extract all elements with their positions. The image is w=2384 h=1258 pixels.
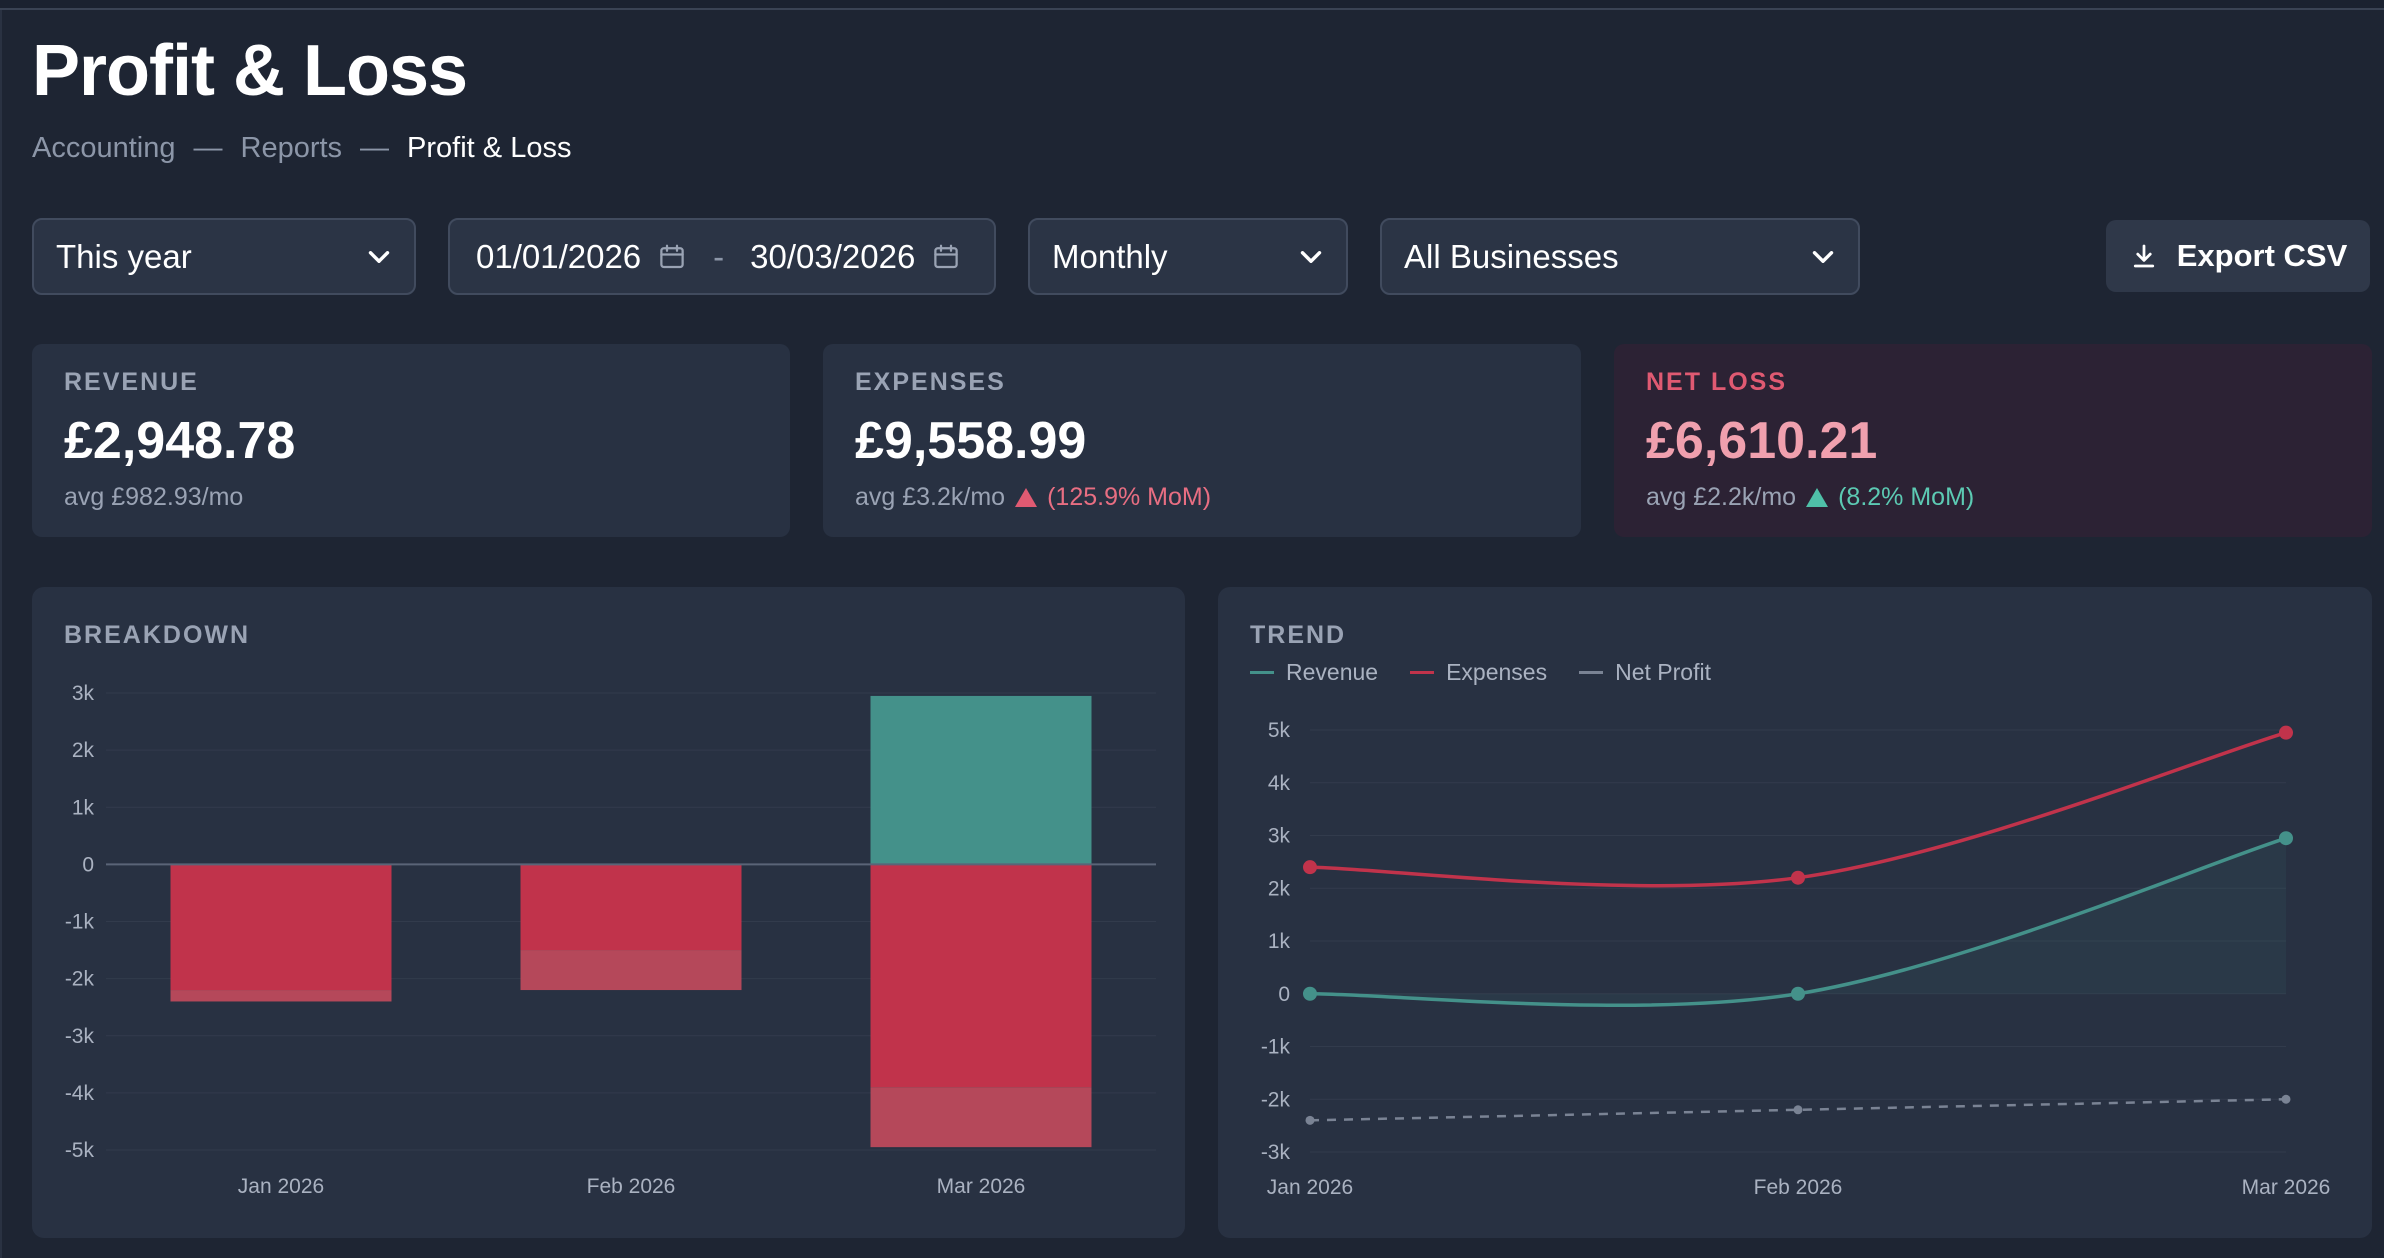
y-tick-label: -2k [1261, 1088, 1291, 1111]
y-tick-label: 3k [72, 682, 95, 705]
interval-select-value: Monthly [1052, 237, 1168, 275]
window-top-border [0, 0, 2384, 10]
interval-select[interactable]: Monthly [1028, 218, 1348, 295]
revenue-area [1310, 838, 2286, 1006]
breadcrumb: Accounting — Reports — Profit & Loss [32, 132, 571, 165]
export-csv-button[interactable]: Export CSV [2106, 220, 2370, 292]
y-tick-label: -3k [65, 1025, 95, 1048]
window-left-border [0, 10, 2, 1258]
breadcrumb-separator: — [193, 132, 223, 164]
export-csv-label: Export CSV [2176, 238, 2348, 273]
chevron-down-icon [1812, 250, 1834, 263]
y-tick-label: 3k [1268, 825, 1291, 848]
date-from[interactable]: 01/01/2026 [476, 237, 642, 275]
expenses-point [2279, 725, 2293, 740]
y-tick-label: 5k [1268, 719, 1291, 742]
other-expenses-bar [520, 950, 742, 991]
revenue-point [2279, 831, 2293, 846]
y-tick-label: 0 [1278, 983, 1290, 1006]
legend-item-net-profit[interactable]: Net Profit [1579, 659, 1711, 686]
calendar-icon[interactable] [657, 242, 687, 272]
net-loss-change: (8.2% MoM) [1838, 483, 1975, 511]
other-expenses-bar [170, 990, 392, 1002]
chevron-down-icon [368, 250, 390, 263]
expenses-line [1309, 730, 2287, 888]
breadcrumb-current: Profit & Loss [407, 132, 572, 164]
expenses-point [1303, 860, 1317, 875]
x-tick-label: Feb 2026 [587, 1175, 676, 1198]
x-tick-label: Jan 2026 [1267, 1176, 1353, 1199]
download-icon [2133, 244, 2154, 268]
chevron-down-icon [1300, 250, 1322, 263]
revenue-point [1303, 986, 1317, 1001]
trend-title: TREND [1250, 621, 1347, 649]
legend-item-expenses[interactable]: Expenses [1410, 659, 1547, 686]
revenue-card: REVENUE £2,948.78 avg £982.93/mo [32, 344, 790, 537]
y-tick-label: -3k [1261, 1141, 1291, 1164]
expenses-change: (125.9% MoM) [1047, 483, 1212, 511]
expenses-card: EXPENSES £9,558.99 avg £3.2k/mo (125.9% … [823, 344, 1581, 537]
revenue-value: £2,948.78 [64, 412, 296, 470]
expenses-point [1791, 870, 1805, 885]
business-select-value: All Businesses [1404, 237, 1619, 275]
y-tick-label: -4k [65, 1082, 95, 1105]
page-title: Profit & Loss [32, 31, 468, 111]
y-tick-label: -1k [1261, 1036, 1291, 1059]
net-loss-card: NET LOSS £6,610.21 avg £2.2k/mo (8.2% Mo… [1614, 344, 2372, 537]
y-tick-label: 2k [72, 739, 95, 762]
expenses-bar [870, 864, 1092, 1088]
expenses-bar [170, 864, 392, 991]
breakdown-chart: 3k 2k 1k 0 -1k -2k -3k -4k -5k Jan 2026 Feb 2026 Ma… [65, 682, 1156, 1198]
y-tick-label: -2k [65, 968, 95, 991]
period-select[interactable]: This year [32, 218, 416, 295]
y-tick-label: 1k [72, 796, 95, 819]
expenses-avg: avg £3.2k/mo [855, 483, 1006, 511]
y-tick-label: 4k [1268, 772, 1291, 795]
net-loss-value: £6,610.21 [1646, 412, 1878, 470]
trend-legend: Revenue Expenses Net Profit [1250, 659, 1711, 686]
expenses-bar [520, 864, 742, 951]
business-select[interactable]: All Businesses [1380, 218, 1860, 295]
x-tick-label: Jan 2026 [238, 1175, 324, 1198]
x-tick-label: Mar 2026 [937, 1175, 1026, 1198]
y-tick-label: 0 [82, 853, 94, 876]
net-profit-point [1305, 1115, 1315, 1125]
legend-item-revenue[interactable]: Revenue [1250, 659, 1378, 686]
date-separator: - [713, 237, 725, 275]
breakdown-title: BREAKDOWN [64, 621, 251, 649]
trend-up-icon [1015, 488, 1038, 507]
breadcrumb-accounting[interactable]: Accounting [32, 132, 176, 164]
breakdown-panel: BREAKDOWN 3k 2k 1k 0 -1k -2k -3k -4k -5k Jan 2026… [32, 587, 1185, 1238]
x-tick-label: Mar 2026 [2242, 1176, 2331, 1199]
period-select-value: This year [56, 237, 192, 275]
date-range-picker[interactable]: 01/01/2026 - 30/03/2026 [448, 218, 996, 295]
y-tick-label: 2k [1268, 877, 1291, 900]
net-profit-point [1793, 1105, 1803, 1115]
y-tick-label: 1k [1268, 930, 1291, 953]
revenue-point [1791, 986, 1805, 1001]
y-tick-label: -1k [65, 911, 95, 934]
other-expenses-bar [870, 1087, 1092, 1148]
breadcrumb-reports[interactable]: Reports [240, 132, 343, 164]
breadcrumb-separator: — [360, 132, 390, 164]
expenses-label: EXPENSES [855, 368, 1006, 396]
y-tick-label: -5k [65, 1139, 95, 1162]
net-profit-point [2281, 1094, 2291, 1104]
revenue-avg: avg £982.93/mo [64, 483, 244, 511]
expenses-value: £9,558.99 [855, 412, 1087, 470]
net-loss-label: NET LOSS [1646, 368, 1788, 396]
trend-up-icon [1806, 488, 1829, 507]
trend-panel: TREND Revenue Expenses Net Profit 5k 4k 3k… [1218, 587, 2372, 1238]
date-to[interactable]: 30/03/2026 [750, 237, 916, 275]
trend-chart: 5k 4k 3k 2k 1k 0 -1k -2k -3k Jan 2026 Feb 2026 Mar … [1261, 719, 2331, 1199]
revenue-bar [870, 695, 1092, 865]
net-loss-avg: avg £2.2k/mo [1646, 483, 1797, 511]
x-tick-label: Feb 2026 [1754, 1176, 1843, 1199]
revenue-label: REVENUE [64, 368, 199, 396]
calendar-icon[interactable] [931, 242, 961, 272]
